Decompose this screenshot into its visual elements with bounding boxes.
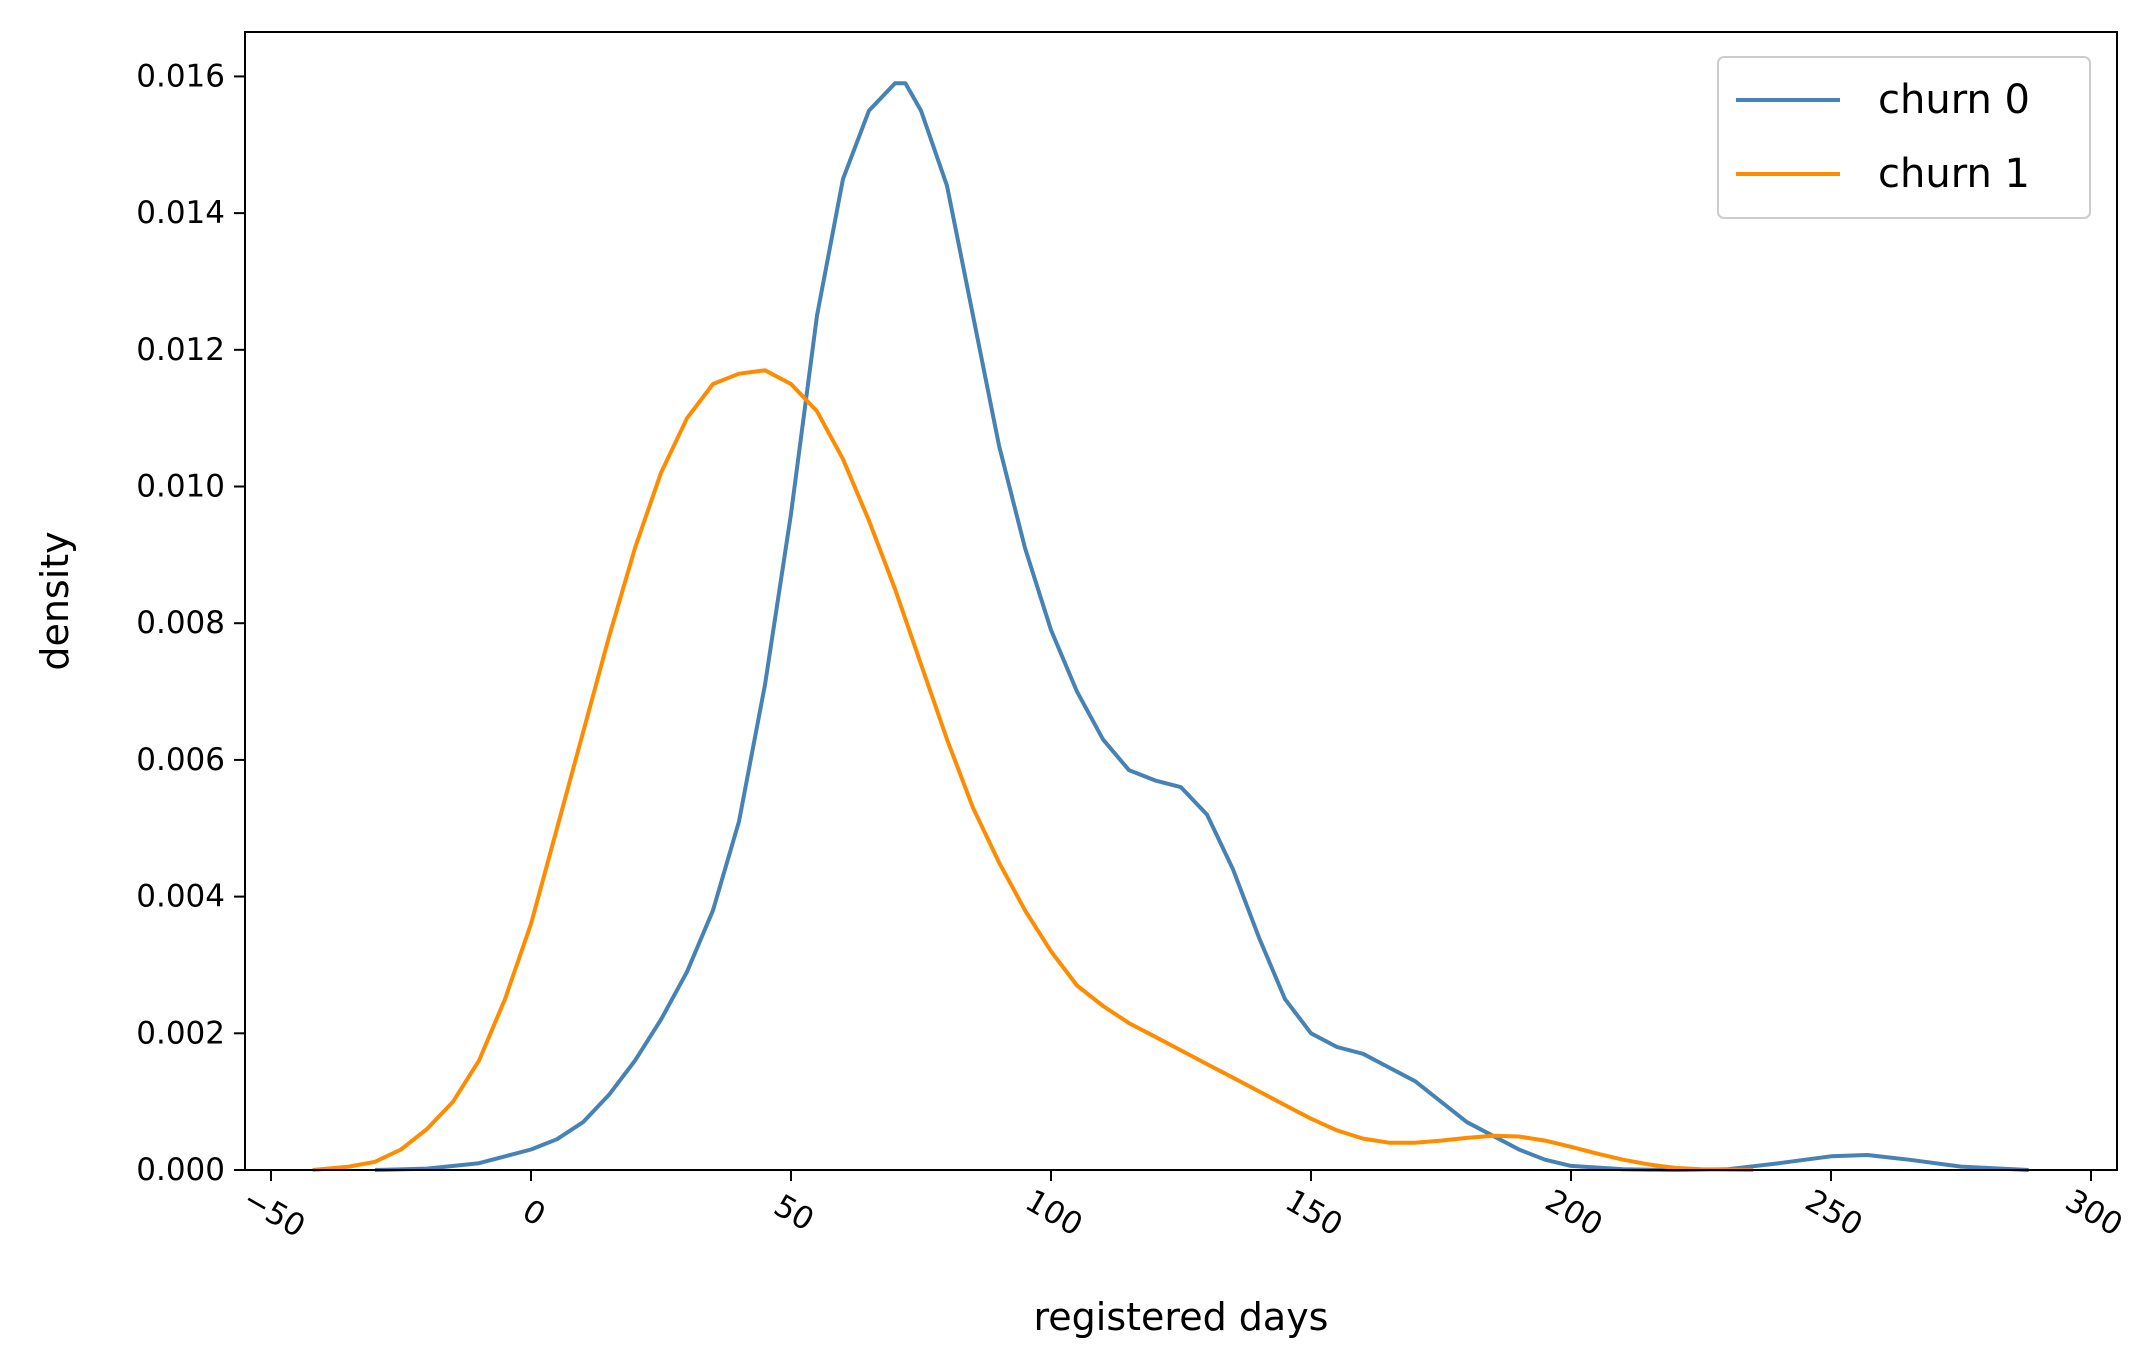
series-line-0	[374, 81, 2029, 1172]
y-tick-label: 0.000	[136, 1152, 225, 1188]
y-tick-label: 0.016	[136, 58, 225, 94]
y-axis-ticks: 0.000 0.002 0.004 0.006 0.008 0.010 0.012 0.014…	[136, 58, 245, 1188]
legend-label: churn 1	[1878, 151, 2030, 197]
plot-lines	[312, 81, 2029, 1172]
y-tick-label: 0.010	[136, 469, 225, 505]
series-line-1	[312, 368, 1754, 1172]
y-tick-label: 0.006	[136, 742, 225, 778]
y-axis-title: density	[33, 531, 77, 670]
y-tick-label: 0.004	[136, 879, 225, 915]
legend: churn 0 churn 1	[1717, 56, 2091, 219]
plot-frame	[244, 31, 2118, 1171]
legend-box	[1717, 56, 2091, 219]
legend-label: churn 0	[1878, 77, 2030, 123]
y-tick-label: 0.002	[136, 1015, 225, 1051]
y-tick-label: 0.014	[136, 195, 225, 231]
x-axis-title: registered days	[1034, 1295, 1329, 1339]
y-tick-label: 0.012	[136, 332, 225, 368]
y-tick-label: 0.008	[136, 605, 225, 641]
